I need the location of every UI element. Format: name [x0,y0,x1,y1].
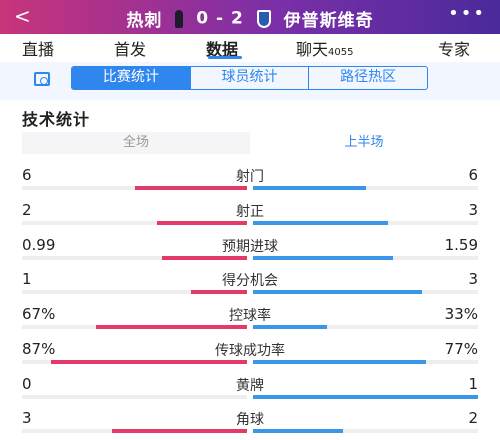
stat-name: 控球率 [229,308,271,324]
stat-away-value: 6 [468,166,478,184]
stat-home-track [22,290,247,294]
tab-chat[interactable]: 聊天4055 [296,36,353,60]
match-title: 热刺 0 - 2 伊普斯维奇 [0,6,500,32]
stat-away-value: 2 [468,409,478,427]
stat-home-bar [51,360,247,364]
stat-home-value: 1 [22,270,32,288]
stat-home-value: 2 [22,201,32,219]
stat-home-bar [190,290,247,294]
stat-home-track [22,395,247,399]
stat-row: 2 射正 3 [0,201,500,235]
stat-row: 0.99 预期进球 1.59 [0,236,500,270]
stat-home-bar [134,186,247,190]
stat-name: 得分机会 [222,273,278,289]
tab-live[interactable]: 直播 [22,36,54,60]
stat-name: 预期进球 [222,239,278,255]
stat-row: 6 射门 6 [0,166,500,200]
subtab-player-stats[interactable]: 球员统计 [191,67,310,89]
stat-row: 0 黄牌 1 [0,375,500,409]
tab-lineup[interactable]: 首发 [114,36,146,60]
stat-name: 射门 [236,169,264,185]
period-switch: 全场 上半场 [22,132,478,154]
stat-away-value: 3 [468,270,478,288]
tab-experts[interactable]: 专家 [438,36,470,60]
tab-chat-label: 聊天 [296,40,329,59]
stat-name: 射正 [236,204,264,220]
stat-away-value: 1.59 [444,236,478,254]
stat-away-bar [253,221,388,225]
stat-home-track [22,360,247,364]
stat-row: 67% 控球率 33% [0,305,500,339]
stat-away-track [253,395,478,399]
stats-subtabs: 比赛统计 球员统计 路径热区 [0,62,500,100]
stat-home-track [22,186,247,190]
match-score: 0 - 2 [196,8,244,29]
chat-count: 4055 [328,47,354,58]
stat-home-value: 67% [22,305,56,323]
stat-away-bar [253,429,343,433]
tab-lineup-label: 首发 [114,40,147,59]
stat-home-track [22,429,247,433]
subtab-match-stats[interactable]: 比赛统计 [72,67,191,89]
stat-away-track [253,256,478,260]
stat-away-bar [253,395,478,399]
match-tabs: 直播 首发 数据 聊天4055 专家 [0,34,500,60]
away-team-logo-icon [256,9,271,28]
stat-home-bar [96,325,247,329]
stat-home-bar [112,429,247,433]
stat-away-bar [253,290,422,294]
tab-data[interactable]: 数据 [206,36,238,60]
stat-name: 角球 [236,412,264,428]
back-icon[interactable]: < [14,4,31,28]
stat-away-track [253,221,478,225]
screenshot-icon[interactable] [34,72,50,86]
stat-home-value: 87% [22,340,56,358]
home-team-name: 热刺 [126,11,163,31]
more-menu-icon[interactable]: ••• [448,3,486,24]
stat-away-value: 3 [468,201,478,219]
stat-name: 传球成功率 [215,343,285,359]
stat-name: 黄牌 [236,378,264,394]
subtab-segment: 比赛统计 球员统计 路径热区 [71,66,428,90]
tab-live-label: 直播 [22,40,55,59]
stat-away-track [253,429,478,433]
stat-row: 87% 传球成功率 77% [0,340,500,374]
stat-away-value: 33% [444,305,478,323]
stat-away-bar [253,186,366,190]
period-full-match[interactable]: 全场 [22,132,250,154]
stat-away-track [253,325,478,329]
stat-home-value: 3 [22,409,32,427]
stat-home-value: 0.99 [22,236,56,254]
stat-home-track [22,325,247,329]
period-first-half[interactable]: 上半场 [250,132,478,154]
stat-row: 3 角球 2 [0,409,500,440]
stat-home-bar [161,256,247,260]
stat-home-value: 6 [22,166,32,184]
stat-away-track [253,360,478,364]
stat-home-bar [157,221,247,225]
stat-row: 1 得分机会 3 [0,270,500,304]
subtab-heat-zones[interactable]: 路径热区 [340,69,397,85]
stat-home-value: 0 [22,375,32,393]
stat-away-track [253,290,478,294]
tab-experts-label: 专家 [438,40,471,59]
home-team-logo-icon [175,9,184,28]
stat-away-bar [253,256,393,260]
stat-home-track [22,221,247,225]
stat-home-track [22,256,247,260]
stat-away-track [253,186,478,190]
away-team-name: 伊普斯维奇 [283,11,374,31]
match-header: < 热刺 0 - 2 伊普斯维奇 ••• [0,0,500,34]
tab-data-label: 数据 [206,40,239,59]
section-title: 技术统计 [22,110,91,129]
stat-away-bar [253,360,427,364]
stat-away-value: 1 [468,375,478,393]
stat-away-bar [253,325,328,329]
active-tab-indicator [208,56,242,59]
stat-away-value: 77% [444,340,478,358]
